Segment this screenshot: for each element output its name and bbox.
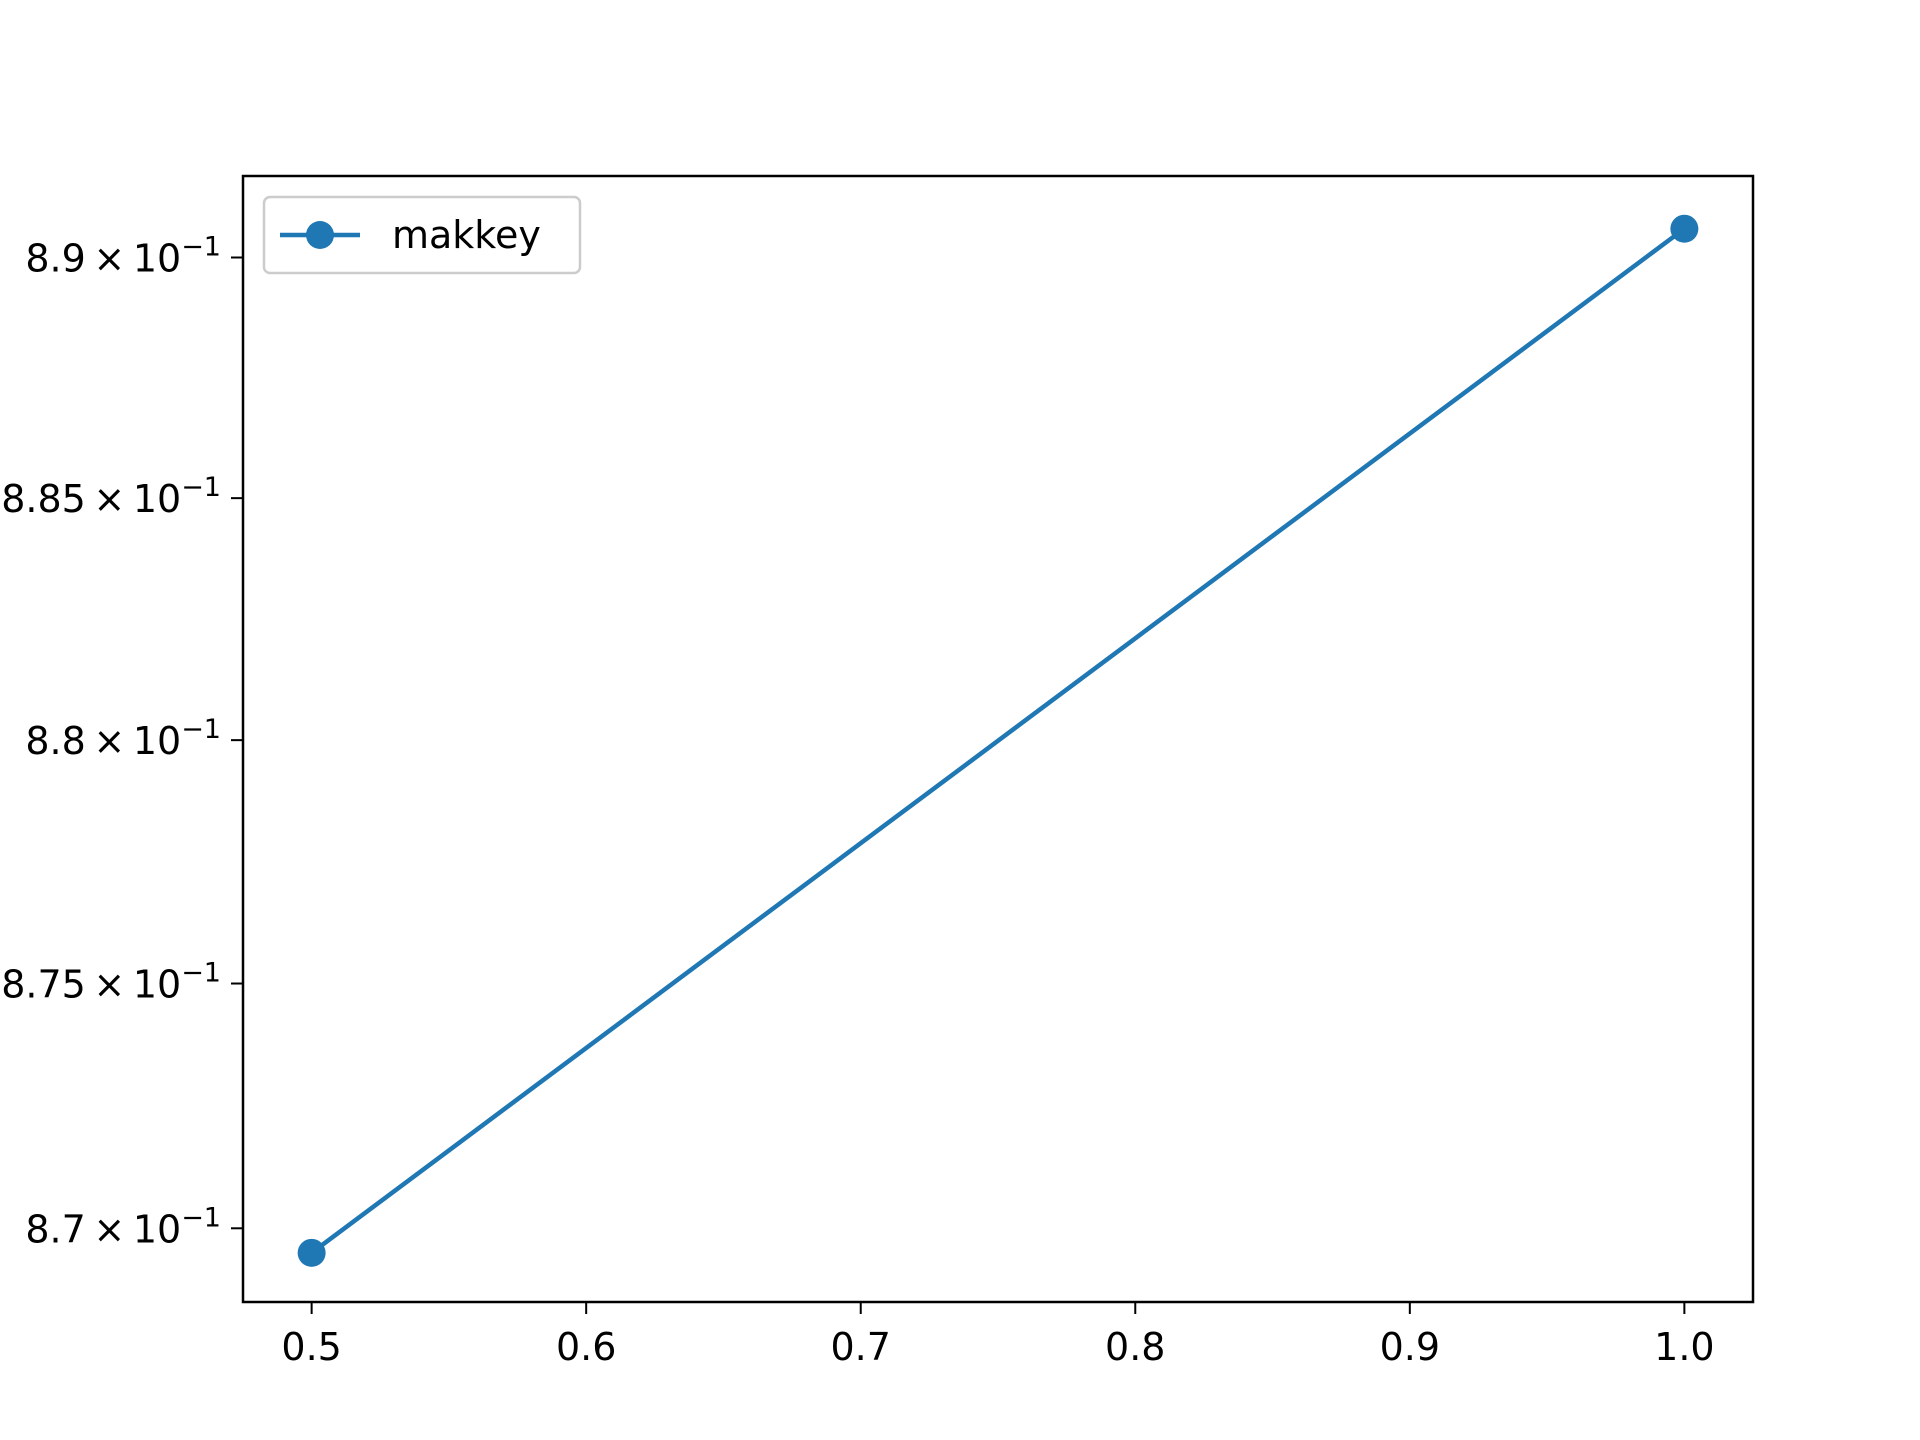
- y-tick-exponent: −1: [181, 232, 221, 263]
- y-tick-exponent: −1: [181, 472, 221, 503]
- y-tick-label: 8.85 × 10−1: [1, 472, 221, 521]
- y-tick-exponent: −1: [181, 714, 221, 745]
- data-point: [1670, 214, 1699, 243]
- legend-label: makkey: [392, 213, 541, 257]
- legend: makkey: [262, 195, 582, 275]
- y-tick-mantissa: 8.85: [1, 477, 86, 521]
- y-tick-times: ×: [86, 237, 133, 281]
- x-tick-label: 0.9: [1380, 1325, 1440, 1369]
- y-tick-label: 8.9 × 10−1: [25, 232, 221, 281]
- x-tick-label: 0.5: [281, 1325, 341, 1369]
- y-tick-times: ×: [86, 477, 133, 521]
- legend-box: [262, 195, 582, 275]
- y-tick-exponent: −1: [181, 1202, 221, 1233]
- y-tick-exponent: −1: [181, 958, 221, 989]
- x-axis: 0.5 0.6 0.7 0.8 0.9 1.0: [281, 1302, 1715, 1369]
- x-tick-label: 0.8: [1105, 1325, 1165, 1369]
- y-tick-mantissa: 8.75: [1, 963, 86, 1007]
- y-tick-label: 8.75 × 10−1: [1, 958, 221, 1007]
- y-tick-base: 10: [133, 237, 181, 281]
- y-tick-times: ×: [86, 1207, 133, 1251]
- y-tick-base: 10: [133, 719, 181, 763]
- y-tick-mantissa: 8.7: [25, 1207, 85, 1251]
- y-tick-times: ×: [86, 719, 133, 763]
- data-point: [297, 1238, 326, 1267]
- axes-frame: [241, 174, 1755, 1304]
- y-tick-mantissa: 8.8: [25, 719, 85, 763]
- y-tick-mantissa: 8.9: [25, 237, 85, 281]
- y-tick-base: 10: [133, 963, 181, 1007]
- y-tick-times: ×: [86, 963, 133, 1007]
- plot-area: [297, 214, 1699, 1267]
- legend-marker: [306, 221, 334, 249]
- y-axis: 8.7 × 10−18.75 × 10−18.8 × 10−18.85 × 10…: [1, 232, 243, 1251]
- series-line: [308, 225, 1688, 1256]
- x-tick-label: 0.6: [556, 1325, 616, 1369]
- y-tick-base: 10: [133, 1207, 181, 1251]
- x-tick-label: 0.7: [831, 1325, 891, 1369]
- y-tick-label: 8.8 × 10−1: [25, 714, 221, 763]
- y-tick-base: 10: [133, 477, 181, 521]
- y-tick-label: 8.7 × 10−1: [25, 1202, 221, 1251]
- x-tick-label: 1.0: [1654, 1325, 1714, 1369]
